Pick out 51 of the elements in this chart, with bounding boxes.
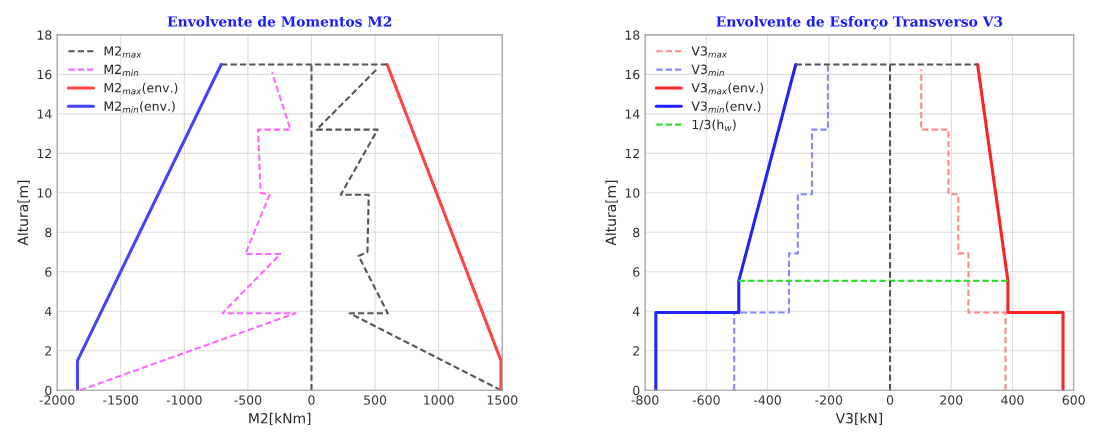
y-tick-label: 18: [37, 30, 52, 40]
legend-label: V3$_{max}$: [691, 46, 728, 58]
x-tick-label: -1500: [103, 395, 139, 405]
y-tick-label: 0: [633, 385, 640, 396]
y-tick-label: 16: [37, 69, 52, 80]
y-tick-label: 8: [45, 227, 52, 238]
x-tick-label: 600: [1062, 395, 1085, 405]
y-tick-label: 14: [625, 109, 640, 119]
x-tick-label: -200: [815, 395, 843, 405]
x-tick-label: -600: [692, 395, 720, 405]
legend-label: M2$_{min}$: [104, 64, 139, 76]
x-tick-label: 0: [308, 395, 315, 405]
legend-label: M2$_{min}$(env.): [104, 101, 175, 113]
x-tick-label: -800: [631, 395, 659, 405]
y-tick-label: 12: [37, 148, 52, 159]
y-tick-label: 8: [633, 227, 640, 238]
y-tick-label: 10: [37, 188, 52, 198]
legend-label: V3$_{min}$: [691, 64, 724, 76]
chart-title: Envolvente de Momentos M2: [167, 15, 392, 27]
x-tick-label: 1500: [487, 395, 518, 405]
x-tick-label: 200: [940, 395, 963, 405]
y-tick-label: 4: [632, 306, 640, 316]
x-tick-label: 0: [886, 395, 894, 405]
x-tick-label: -400: [754, 395, 781, 405]
x-tick-label: -500: [234, 395, 262, 405]
y-tick-label: 14: [37, 109, 52, 119]
y-tick-label: 18: [625, 30, 640, 40]
y-axis-title: Altura[m]: [605, 180, 618, 246]
legend-label: V3$_{max}$(env.): [691, 82, 764, 95]
y-tick-label: 6: [45, 267, 52, 277]
chart-title: Envolvente de Esforço Transverso V3: [716, 15, 1003, 30]
legend-label: V3$_{min}$(env.): [691, 101, 761, 113]
y-tick-label: 6: [633, 267, 640, 277]
x-axis-title: M2[kNm]: [249, 412, 311, 426]
y-tick-label: 4: [44, 306, 52, 316]
x-tick-label: 500: [364, 395, 387, 405]
x-tick-label: -2000: [39, 395, 75, 405]
y-axis-title: Altura[m]: [17, 180, 30, 246]
y-tick-label: 10: [625, 188, 640, 198]
legend-label: M2$_{max}$(env.): [104, 82, 178, 95]
x-tick-label: 400: [1001, 395, 1024, 405]
legend-label: 1/3(h$_{w}$): [692, 119, 736, 132]
y-tick-label: 16: [625, 69, 640, 80]
x-tick-label: 1000: [424, 395, 454, 405]
x-axis-title: V3[kN]: [835, 412, 883, 426]
y-tick-label: 2: [633, 346, 639, 356]
x-tick-label: -1000: [166, 395, 202, 405]
y-tick-label: 0: [45, 385, 52, 396]
y-tick-label: 12: [625, 148, 639, 159]
legend-label: M2$_{max}$: [104, 46, 142, 58]
y-tick-label: 2: [45, 346, 52, 356]
